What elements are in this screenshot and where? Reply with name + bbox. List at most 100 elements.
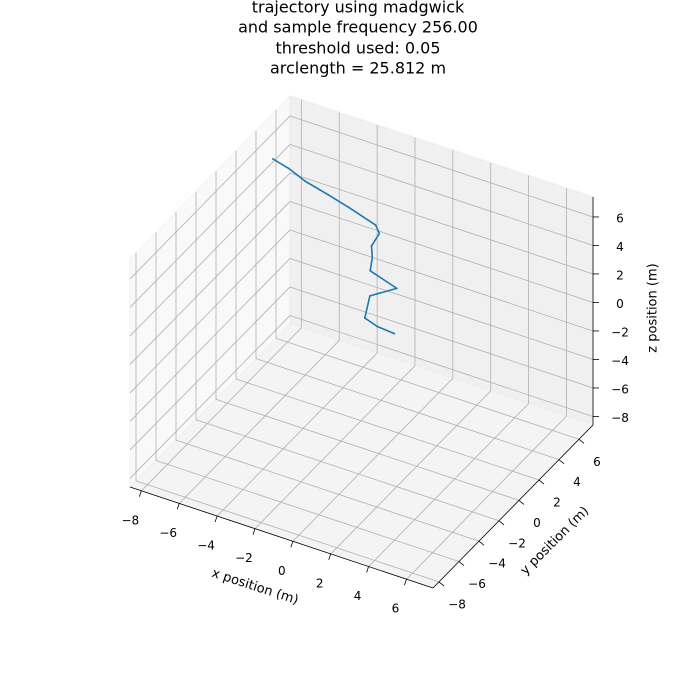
y-tick	[518, 500, 525, 505]
z-tick-label: 4	[616, 240, 624, 254]
x-tick-label: 2	[316, 576, 324, 590]
y-tick-label: −4	[488, 557, 506, 571]
z-tick-label: 0	[616, 297, 624, 311]
grid-line	[406, 415, 567, 580]
trajectory-point	[304, 180, 307, 183]
y-tick-label: 0	[533, 516, 541, 530]
grid-line	[195, 419, 500, 522]
z-tick-label: 6	[616, 211, 624, 225]
y-tick	[458, 561, 465, 566]
grid-line	[178, 340, 340, 504]
grid-line	[129, 286, 291, 451]
y-tick-label: 4	[573, 475, 581, 489]
trajectory-point	[376, 325, 379, 328]
grid-line	[289, 286, 594, 389]
z-tick-label: −4	[611, 354, 629, 368]
grid-line	[255, 358, 560, 461]
x-tick	[176, 503, 180, 510]
grid-line	[155, 460, 460, 562]
y-tick	[498, 520, 505, 526]
trajectory-point	[272, 158, 274, 160]
grid-line	[330, 390, 492, 555]
y-tick	[558, 459, 565, 464]
x-tick-label: −2	[235, 551, 253, 565]
y-tick	[478, 540, 485, 546]
grid-line	[129, 229, 291, 394]
chart-title-line: and sample frequency 256.00	[238, 18, 478, 37]
y-tick-label: −8	[448, 597, 466, 611]
y-tick-label: 2	[553, 496, 561, 510]
grid-line	[141, 327, 302, 492]
marks	[272, 158, 398, 335]
grid-line	[289, 144, 594, 246]
x-tick-label: 6	[392, 602, 400, 616]
grid-line	[254, 365, 416, 529]
x-tick-label: −4	[197, 539, 215, 553]
y-tick	[578, 438, 585, 444]
grid-line	[129, 258, 291, 422]
grid-line	[275, 337, 580, 440]
y-tick-label: 6	[593, 455, 601, 469]
x-tick	[214, 515, 218, 523]
z-tick-label: −2	[611, 325, 629, 339]
x-axis-line	[129, 486, 434, 589]
z-tick-label: −6	[611, 382, 629, 396]
grid	[129, 99, 594, 583]
trajectory-point	[371, 256, 374, 259]
grid-line	[215, 399, 520, 501]
chart-title-line: threshold used: 0.05	[275, 39, 440, 58]
trajectory-point	[374, 224, 377, 227]
grid-line	[129, 201, 291, 365]
y-tick	[538, 479, 545, 485]
x-tick-label: −6	[159, 526, 177, 540]
panes	[129, 94, 594, 589]
x-tick-label: −8	[122, 513, 140, 527]
trajectory-point	[393, 332, 396, 335]
z-tick-label: 2	[616, 268, 624, 282]
grid-line	[289, 229, 594, 332]
x-tick	[138, 490, 142, 497]
z-tick-label: −8	[611, 411, 629, 425]
grid-line	[235, 378, 540, 481]
grid-line	[368, 403, 529, 567]
x-tick	[290, 541, 294, 548]
trajectory-point	[327, 193, 329, 196]
grid-line	[129, 315, 291, 479]
y-axis-line	[432, 424, 594, 589]
x-tick	[366, 566, 369, 573]
x-tick	[252, 528, 256, 535]
grid-line	[289, 115, 594, 218]
grid-line	[135, 480, 440, 583]
trajectory-point	[368, 295, 371, 297]
trajectory-point	[363, 317, 366, 319]
grid-line	[292, 378, 454, 542]
trajectory-point	[369, 269, 372, 272]
y-tick	[438, 581, 445, 587]
z-axis-label: z position (m)	[646, 263, 661, 352]
x-tick-label: 4	[354, 589, 362, 603]
grid-line	[129, 115, 291, 280]
grid-line	[129, 144, 291, 308]
grid-line	[129, 172, 291, 337]
x-tick	[328, 553, 332, 561]
grid-line	[289, 172, 594, 275]
trajectory-point	[370, 245, 373, 247]
chart-title-line: trajectory using madgwick	[252, 0, 465, 17]
grid-line	[289, 258, 594, 360]
trajectory-point	[348, 206, 350, 209]
grid-line	[289, 315, 594, 417]
chart-title-line: arclength = 25.812 m	[270, 59, 446, 78]
trajectory-point	[395, 287, 398, 290]
grid-line	[289, 201, 594, 303]
y-tick-label: −6	[468, 577, 486, 591]
x-tick-label: 0	[278, 564, 286, 578]
trajectory-point	[288, 167, 290, 170]
trajectory-point	[378, 232, 381, 235]
grid-line	[175, 439, 480, 542]
x-tick	[404, 579, 407, 586]
y-tick-label: −2	[508, 536, 526, 550]
grid-line	[216, 352, 378, 517]
